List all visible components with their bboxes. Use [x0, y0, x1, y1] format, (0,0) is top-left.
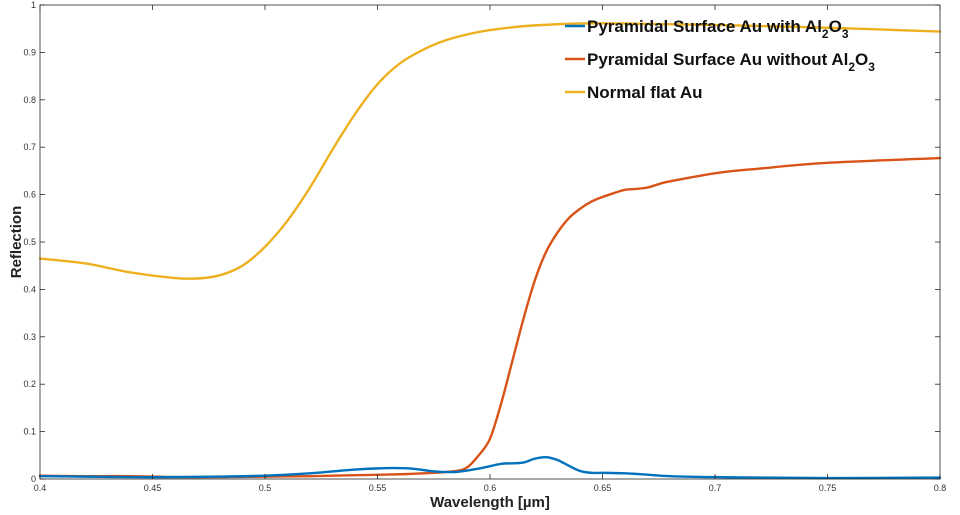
legend-text-part: O [829, 17, 842, 36]
x-tick-label: 0.7 [709, 483, 722, 493]
plot-area [40, 5, 940, 479]
x-axis-title: Wavelength [µm] [430, 494, 550, 511]
y-tick-label: 0.1 [23, 427, 36, 437]
x-tick-label: 0.45 [144, 483, 162, 493]
y-tick-label: 0.9 [23, 47, 36, 57]
x-axis-ticks: 0.4 0.45 0.5 0.55 0.6 0.65 0.7 0.75 0.8 [34, 5, 947, 493]
legend-subscript: 2 [822, 27, 829, 41]
legend-text-part: Normal flat Au [587, 83, 703, 102]
legend-label-2: Normal flat Au [587, 83, 703, 102]
y-tick-label: 0.5 [23, 237, 36, 247]
x-tick-label: 0.65 [594, 483, 612, 493]
x-tick-label: 0.75 [819, 483, 837, 493]
legend-text-part: Pyramidal Surface Au with Al [587, 17, 822, 36]
legend-label-0: Pyramidal Surface Au with Al2O3 [587, 17, 849, 41]
y-tick-label: 0.8 [23, 95, 36, 105]
y-tick-label: 0.7 [23, 142, 36, 152]
y-tick-label: 0.2 [23, 379, 36, 389]
y-axis-title: Reflection [8, 206, 25, 279]
series-line-1 [38, 156, 942, 479]
legend-text-part: Pyramidal Surface Au without Al [587, 50, 848, 69]
x-tick-label: 0.8 [934, 483, 947, 493]
x-tick-label: 0.55 [369, 483, 387, 493]
y-tick-label: 0 [31, 474, 36, 484]
y-tick-label: 0.3 [23, 332, 36, 342]
y-tick-label: 1 [31, 0, 36, 10]
legend-subscript: 2 [848, 60, 855, 74]
legend-subscript: 3 [842, 27, 849, 41]
series-line-2 [38, 22, 942, 281]
y-axis-ticks: 0 0.1 0.2 0.3 0.4 0.5 0.6 0.7 0.8 0.9 1 [23, 0, 940, 484]
y-tick-label: 0.6 [23, 190, 36, 200]
legend-text-part: O [855, 50, 868, 69]
x-tick-label: 0.6 [484, 483, 497, 493]
x-tick-label: 0.5 [259, 483, 272, 493]
legend-subscript: 3 [868, 60, 875, 74]
legend: Pyramidal Surface Au with Al2O3Pyramidal… [565, 17, 875, 102]
y-tick-label: 0.4 [23, 284, 36, 294]
legend-label-1: Pyramidal Surface Au without Al2O3 [587, 50, 875, 74]
x-tick-label: 0.4 [34, 483, 47, 493]
